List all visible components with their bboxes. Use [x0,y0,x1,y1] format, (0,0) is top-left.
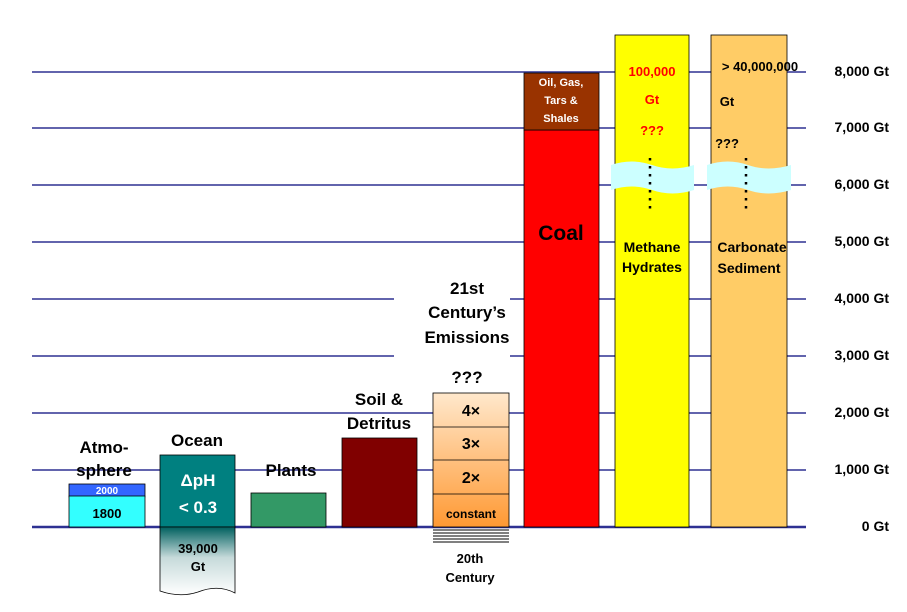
emissions-level-2x: 2× [462,470,480,487]
ocean-bar [159,454,236,528]
twentieth-century-hatch [433,529,509,543]
soil-bar [341,437,418,528]
oil-label-line2: Tars & [544,95,577,107]
soil-reservoir: Soil & Detritus [341,390,418,528]
methane-value-line2: Gt [645,92,660,107]
axis-label-4000: 4,000 Gt [835,290,890,306]
axis-label-2000: 2,000 Gt [835,404,890,420]
axis-label-3000: 3,000 Gt [835,347,890,363]
emissions-title-line2: Century’s [428,303,506,322]
atmosphere-year-2000: 2000 [96,486,119,497]
ocean-reservoir: Ocean ΔpH < 0.3 39,000 Gt [159,431,236,596]
soil-label-line2: Detritus [347,414,411,433]
axis-label-6000: 6,000 Gt [835,176,890,192]
ocean-amount-line1: 39,000 [178,541,218,556]
emissions-scenarios: 21st Century’s Emissions ??? 4× 3× 2× co… [424,279,509,585]
century-label-line1: 20th [457,551,484,566]
methane-value-line1: 100,000 [629,64,676,79]
ocean-ph-value: < 0.3 [179,498,217,517]
oil-label-line3: Shales [543,113,578,125]
plants-reservoir: Plants [250,461,327,528]
axis-label-1000: 1,000 Gt [835,461,890,477]
oil-gas-bar [523,72,600,131]
fossil-fuel-reservoir: Oil, Gas, Tars & Shales Coal [523,72,600,528]
emissions-title-line3: Emissions [424,328,509,347]
carbonate-label-line1: Carbonate [717,239,786,255]
carbonate-reservoir: > 40,000,000 Gt ??? Carbonate Sediment [707,34,798,528]
atmosphere-label-line2: sphere [76,461,132,480]
oil-label-line1: Oil, Gas, [539,77,584,89]
methane-question: ??? [640,123,664,138]
methane-break-wave [611,161,694,194]
carbonate-value-line2: Gt [720,94,735,109]
plants-label: Plants [265,461,316,480]
carbonate-value-line1: > 40,000,000 [722,59,798,74]
plants-bar [250,492,327,528]
carbonate-bar [710,34,788,528]
emissions-question: ??? [451,368,482,387]
grid-lines [32,71,806,529]
methane-bar [614,34,690,528]
atmosphere-year-1800: 1800 [93,506,122,521]
emissions-level-constant: constant [446,507,496,521]
atmosphere-reservoir: 2000 1800 Atmo- sphere [68,438,146,528]
ocean-deep-store [159,526,236,596]
emissions-title-line1: 21st [450,279,484,298]
ocean-label: Ocean [171,431,223,450]
coal-bar [523,129,600,528]
emissions-level-4x: 4× [462,403,480,420]
methane-reservoir: 100,000 Gt ??? Methane Hydrates [611,34,694,528]
coal-label: Coal [538,222,584,245]
methane-label-line2: Hydrates [622,259,682,275]
axis-label-5000: 5,000 Gt [835,233,890,249]
atmosphere-label-line1: Atmo- [79,438,128,457]
century-label-line2: Century [445,570,495,585]
carbonate-break-wave [707,161,791,194]
axis-label-0: 0 Gt [862,518,890,534]
carbonate-label-line2: Sediment [717,260,780,276]
axis-label-8000: 8,000 Gt [835,63,890,79]
ocean-amount-line2: Gt [191,559,206,574]
soil-label-line1: Soil & [355,390,403,409]
axis-labels: 0 Gt 1,000 Gt 2,000 Gt 3,000 Gt 4,000 Gt… [835,63,890,534]
ocean-delta-ph: ΔpH [181,471,216,490]
methane-label-line1: Methane [624,239,681,255]
carbonate-question: ??? [715,136,739,151]
emissions-level-3x: 3× [462,436,480,453]
atmosphere-bar-1800 [68,495,146,528]
axis-label-7000: 7,000 Gt [835,119,890,135]
